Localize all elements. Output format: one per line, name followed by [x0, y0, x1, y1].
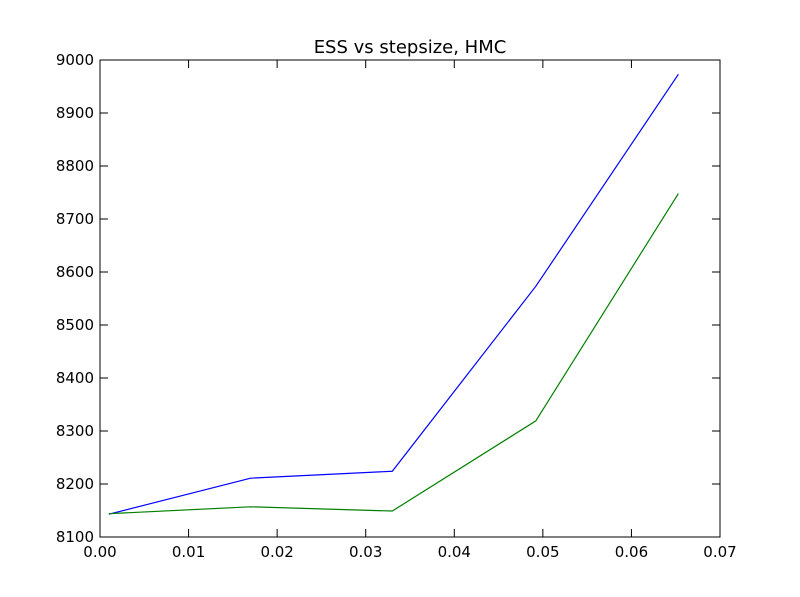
y-tick-label: 8100	[56, 528, 94, 546]
y-tick-label: 8500	[56, 316, 94, 334]
x-tick-label: 0.05	[526, 543, 559, 561]
x-tick-labels: 0.00 0.01 0.02 0.03 0.04 0.05 0.06 0.07	[83, 543, 736, 561]
x-tick-label: 0.07	[703, 543, 736, 561]
y-tick-label: 9000	[56, 51, 94, 69]
series-line-1	[108, 73, 679, 515]
y-tick-label: 8200	[56, 475, 94, 493]
series-lines	[108, 73, 679, 515]
y-tick-label: 8700	[56, 210, 94, 228]
y-tick-labels: 8100 8200 8300 8400 8500 8600 8700 8800 8900 9000	[56, 51, 94, 546]
x-tick-label: 0.04	[438, 543, 471, 561]
plot-frame	[99, 59, 721, 538]
x-tick-label: 0.00	[83, 543, 116, 561]
axis-ticks	[99, 59, 721, 538]
y-tick-label: 8800	[56, 157, 94, 175]
y-tick-label: 8300	[56, 422, 94, 440]
x-tick-label: 0.02	[260, 543, 293, 561]
x-tick-label: 0.06	[615, 543, 648, 561]
series-line-2	[108, 193, 679, 515]
y-tick-label: 8600	[56, 263, 94, 281]
x-tick-label: 0.01	[172, 543, 205, 561]
x-tick-label: 0.03	[349, 543, 382, 561]
y-tick-label: 8400	[56, 369, 94, 387]
y-tick-label: 8900	[56, 104, 94, 122]
chart-title: ESS vs stepsize, HMC	[314, 37, 507, 58]
